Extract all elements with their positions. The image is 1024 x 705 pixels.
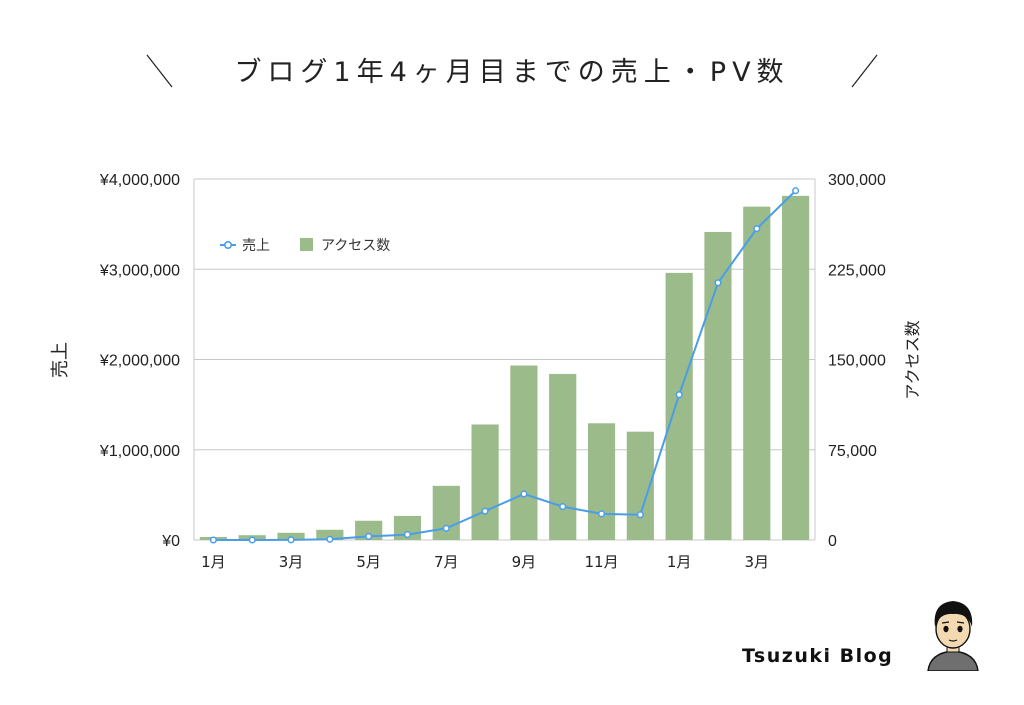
bar	[665, 272, 693, 540]
sales-point	[326, 535, 334, 543]
bar	[782, 195, 810, 540]
x-tick-label: 7月	[434, 553, 459, 571]
y-tick-label-right: 150,000	[828, 353, 886, 370]
legend-label-sales: 売上	[242, 238, 270, 254]
sales-point	[753, 225, 761, 233]
sales-point	[287, 536, 295, 544]
sales-point	[597, 510, 606, 518]
legend-bar-swatch	[300, 238, 313, 251]
y-tick-label-left: ¥3,000,000	[99, 262, 180, 279]
x-tick-label: 5月	[356, 553, 381, 571]
sales-point	[559, 503, 567, 511]
y-tick-label-right: 225,000	[828, 262, 886, 279]
bar	[471, 424, 499, 540]
sales-point	[209, 536, 217, 544]
bar	[549, 373, 577, 540]
x-tick-label: 3月	[279, 553, 304, 571]
y-tick-label-right: 300,000	[828, 172, 886, 189]
title-left-slash	[146, 54, 173, 88]
sales-point	[365, 532, 373, 540]
bar	[704, 231, 732, 541]
y-tick-label-left: ¥2,000,000	[99, 353, 180, 370]
line-series	[209, 187, 800, 544]
y-tick-label-right: 75,000	[828, 443, 877, 460]
sales-point	[403, 531, 412, 539]
sales-point	[675, 391, 683, 399]
sales-point	[636, 511, 644, 519]
bar	[510, 365, 538, 540]
sales-point	[520, 490, 528, 498]
x-tick-label: 3月	[745, 553, 770, 571]
bar	[587, 423, 616, 540]
brand-label: Tsuzuki Blog	[742, 645, 894, 667]
legend: 売上 アクセス数	[220, 238, 390, 254]
bar-series	[199, 195, 810, 541]
x-tick-label: 1月	[201, 553, 226, 571]
y-tick-label-left: ¥1,000,000	[99, 443, 180, 460]
y-axis-title-right: アクセス数	[903, 320, 922, 399]
y-tick-label-left: ¥0	[161, 533, 180, 550]
x-tick-label: 11月	[584, 553, 618, 571]
bar	[743, 206, 771, 540]
y-tick-label-right: 0	[828, 533, 837, 550]
sales-point	[714, 279, 722, 287]
avatar-illustration	[927, 601, 979, 671]
chart-title: ブログ1年4ヶ月目までの売上・PV数	[234, 57, 790, 88]
axes: ¥0 0 ¥1,000,000 75,000 ¥2,000,000 150,000 ¥3,0…	[99, 172, 886, 571]
x-tick-label: 9月	[512, 553, 537, 571]
sales-point	[792, 187, 800, 195]
sales-line	[213, 190, 797, 541]
bar	[432, 485, 460, 540]
legend-label-access: アクセス数	[321, 238, 390, 254]
sales-point	[481, 507, 489, 515]
y-tick-label-left: ¥4,000,000	[99, 172, 180, 189]
title-right-slash	[851, 54, 878, 88]
bar	[316, 529, 344, 540]
sales-point	[442, 524, 450, 532]
sales-point	[248, 536, 256, 544]
x-tick-label: 1月	[667, 553, 692, 571]
legend-line-marker	[224, 241, 233, 250]
y-axis-title-left: 売上	[50, 342, 71, 378]
